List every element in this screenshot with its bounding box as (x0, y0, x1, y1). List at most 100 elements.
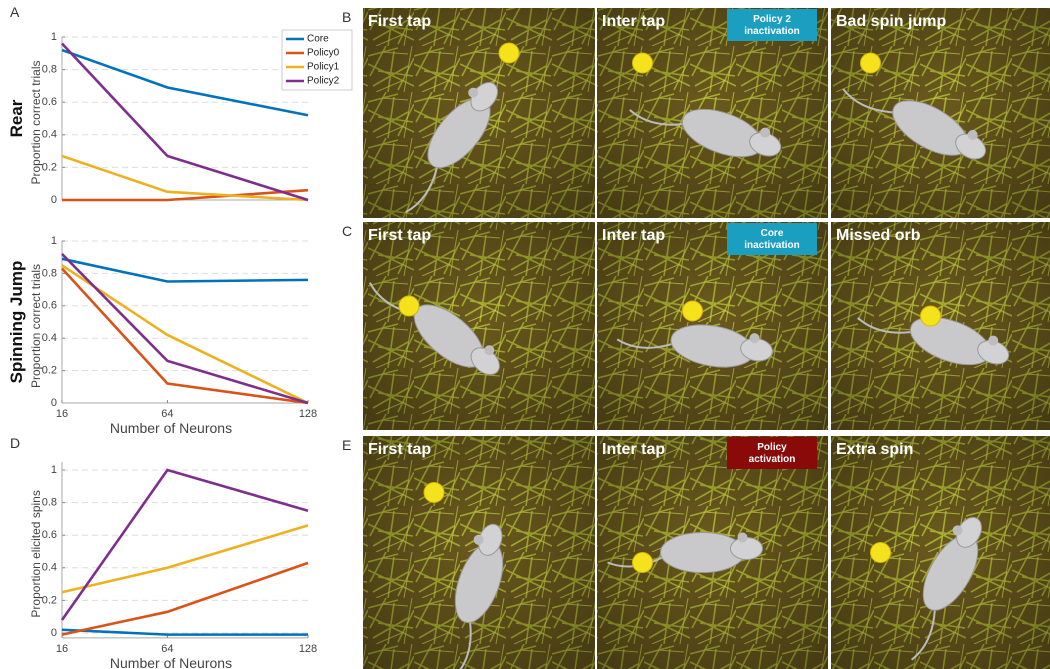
caption: Inter tap (602, 13, 665, 30)
legend-label: Policy2 (307, 76, 340, 87)
x-axis-label: Number of Neurons (110, 420, 232, 436)
caption: Inter tap (602, 227, 665, 244)
rat (911, 516, 982, 661)
rat-tail (616, 338, 673, 349)
legend-label: Policy0 (307, 48, 340, 59)
rat (857, 316, 1010, 366)
y-tick-label: 0.4 (42, 332, 57, 344)
caption: First tap (368, 227, 431, 244)
rat-tail (629, 109, 684, 126)
y-tick-label: 0.2 (42, 365, 57, 377)
badge (727, 9, 817, 41)
image-panel: Missed orb (831, 222, 1050, 430)
rat-head (730, 537, 763, 560)
legend-label: Policy1 (307, 62, 340, 73)
legend-label: Core (307, 34, 329, 45)
rat-ear (468, 87, 479, 98)
y-tick-label: 0.4 (42, 129, 57, 141)
badge-text: inactivation (744, 240, 800, 251)
y-tick-label: 1 (51, 464, 57, 476)
orb (632, 552, 653, 573)
caption: Extra spin (836, 441, 913, 458)
badge (727, 223, 817, 255)
rat-ear (967, 130, 978, 141)
y-axis-label: Proportion elicited spins (29, 490, 43, 617)
series-line (61, 257, 309, 283)
series-line (60, 468, 309, 621)
series-line (62, 188, 309, 202)
caption: Inter tap (602, 441, 665, 458)
rat-tail (455, 621, 472, 669)
panel-letter: E (342, 437, 351, 453)
badge-text: Policy (757, 442, 787, 453)
row-label: Spinning Jump (7, 261, 26, 384)
y-tick-label: 0.6 (42, 96, 57, 108)
orb (632, 52, 653, 74)
rat-ear (484, 345, 495, 356)
image-panel: Bad spin jump (831, 8, 1050, 218)
series-line (61, 264, 309, 405)
caption: First tap (368, 13, 431, 30)
orb (860, 52, 881, 74)
badge-text: Core (761, 228, 784, 239)
badge-text: activation (749, 454, 796, 465)
rat-tail (857, 317, 912, 334)
caption: First tap (368, 441, 431, 458)
panel-letter: C (342, 223, 352, 239)
x-tick-label: 16 (56, 408, 68, 420)
badge-text: inactivation (744, 26, 800, 37)
rat (454, 523, 504, 669)
rat (607, 532, 763, 573)
series-line (61, 48, 309, 117)
series-line (61, 561, 309, 636)
y-tick-label: 0.8 (42, 267, 57, 279)
panel-letter: A (10, 4, 20, 20)
x-tick-label: 128 (299, 408, 317, 420)
orb (498, 42, 520, 64)
x-axis-label: Number of Neurons (110, 655, 232, 669)
panel-letter: D (10, 435, 20, 451)
caption: Missed orb (836, 227, 921, 244)
series-line (61, 524, 309, 594)
series-line (61, 42, 309, 202)
series-line (61, 154, 309, 202)
rat (616, 324, 773, 368)
rat-tail (911, 609, 936, 661)
y-tick-label: 0.4 (42, 562, 57, 574)
y-tick-label: 1 (51, 235, 57, 247)
orb (423, 482, 445, 503)
rat-tail (842, 88, 894, 114)
rat (842, 88, 987, 160)
y-tick-label: 1 (51, 31, 57, 43)
orb (682, 300, 703, 322)
row-label: Rear (7, 99, 26, 137)
y-tick-label: 0.6 (42, 529, 57, 541)
y-axis-label: Proportion correct trials (29, 60, 43, 184)
rat-ear (952, 525, 963, 536)
rat-ear (749, 333, 760, 344)
y-tick-label: 0.2 (42, 594, 57, 606)
rat-ear (760, 127, 771, 138)
image-panel: First tap (363, 8, 595, 218)
y-tick-label: 0 (51, 397, 57, 409)
vignette (363, 222, 595, 430)
badge-text: Policy 2 (753, 14, 791, 25)
rat-ear (988, 335, 999, 346)
image-panel: First tap (363, 436, 595, 669)
x-tick-label: 128 (299, 643, 317, 655)
series-line (61, 253, 309, 405)
x-tick-label: 16 (56, 643, 68, 655)
rat (629, 108, 782, 158)
series-line (61, 628, 308, 636)
x-tick-label: 64 (161, 643, 173, 655)
badge (727, 437, 817, 469)
image-panel: First tap (363, 222, 595, 430)
x-tick-label: 64 (161, 408, 173, 420)
y-tick-label: 0 (51, 627, 57, 639)
series-line (61, 267, 309, 405)
